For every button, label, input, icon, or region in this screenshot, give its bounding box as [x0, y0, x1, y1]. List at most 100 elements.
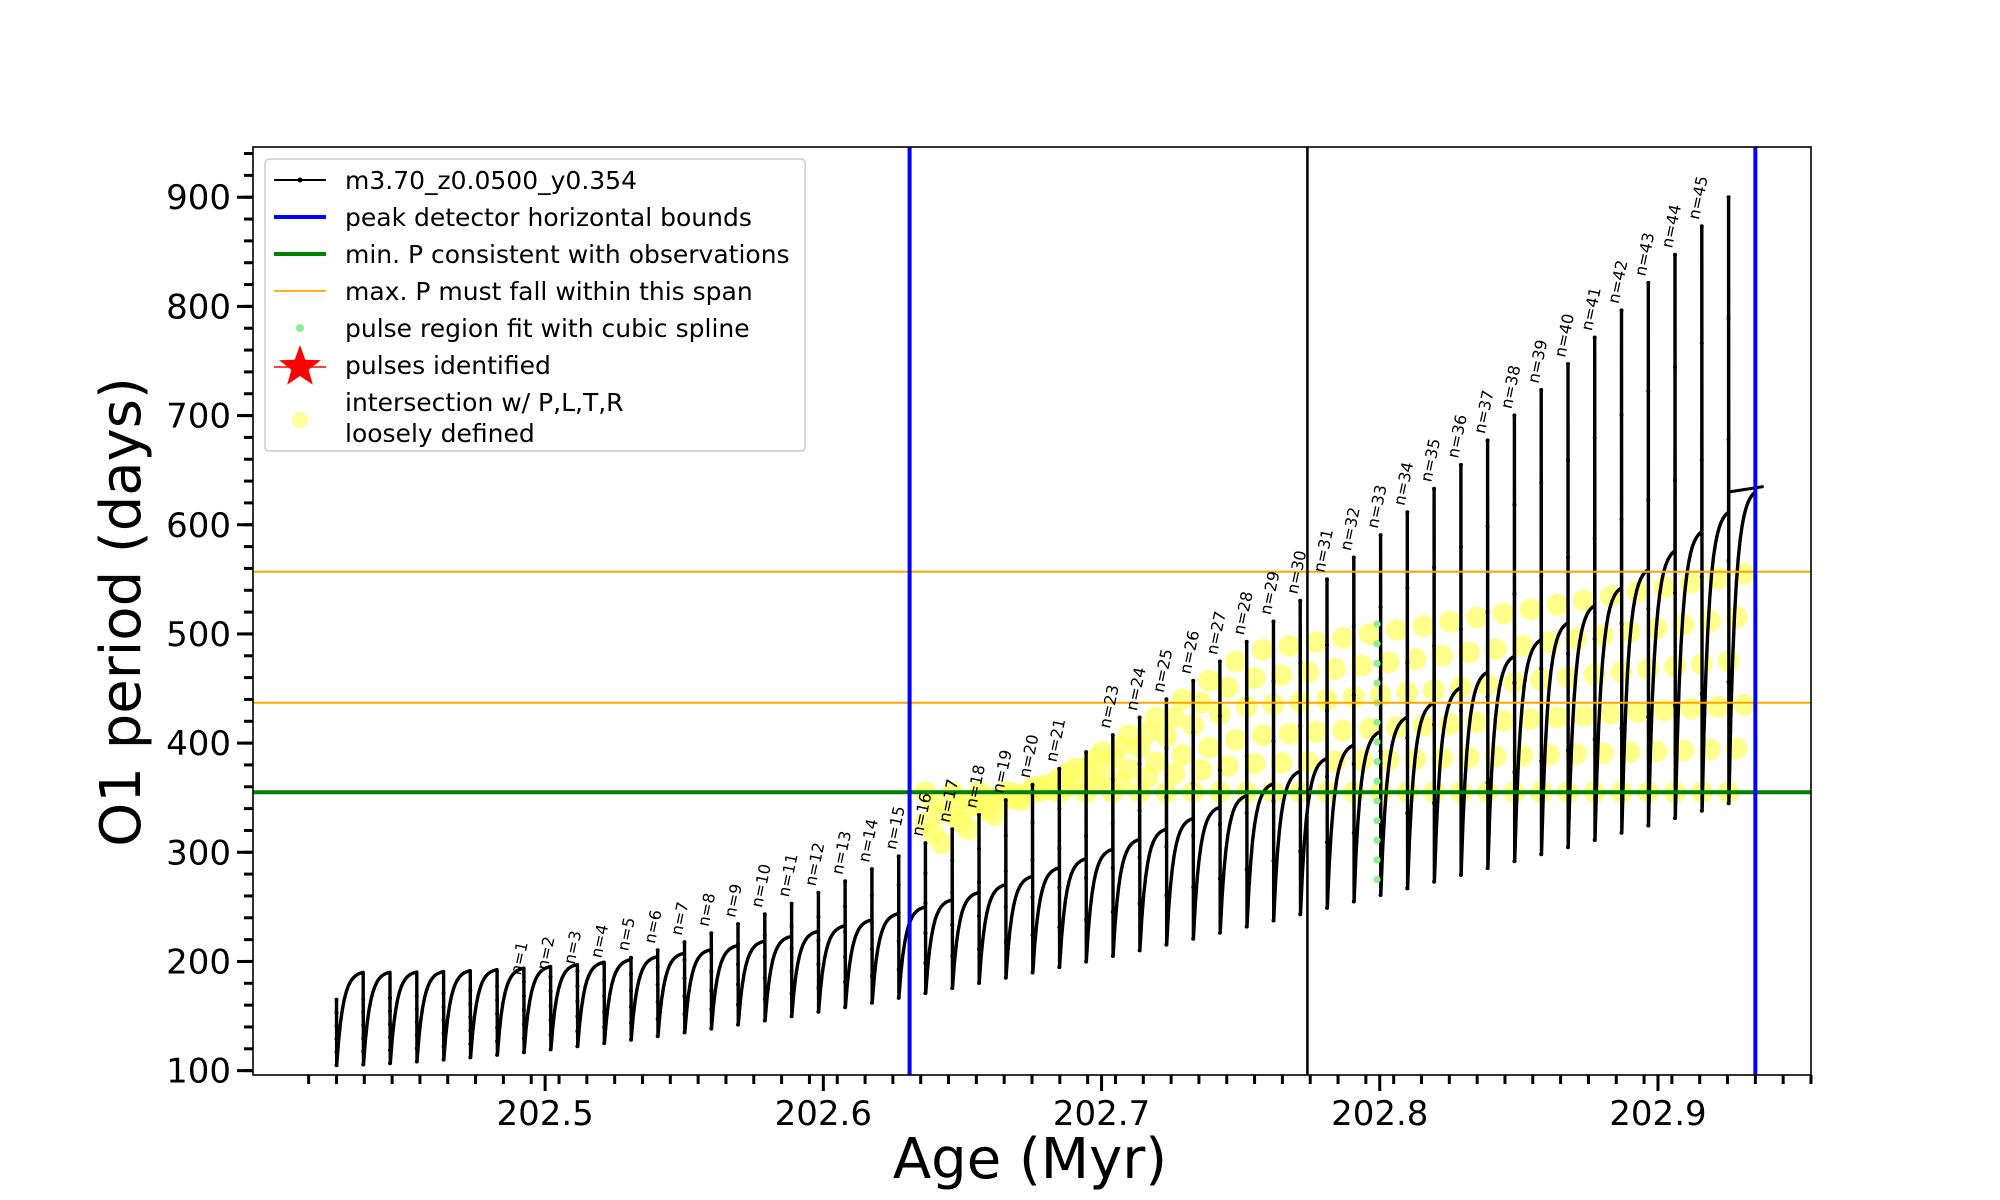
- curve-line: [334, 195, 1757, 1067]
- intersection-marker: [1251, 724, 1274, 747]
- intersection-marker: [1243, 667, 1266, 690]
- intersection-marker: [1484, 745, 1507, 768]
- legend-swatch-circle: [292, 412, 308, 428]
- legend-swatch-dot: [296, 324, 304, 332]
- legend-box: [264, 158, 806, 452]
- legend-swatch-dot: [297, 177, 303, 183]
- intersection-marker: [1163, 706, 1186, 729]
- intersection-marker: [1484, 638, 1507, 661]
- intersection-marker: [1404, 648, 1427, 671]
- x-tick-label: 202.8: [1331, 1094, 1428, 1134]
- intersection-marker: [1332, 719, 1355, 742]
- intersection-marker: [1733, 693, 1756, 716]
- intersection-marker: [1117, 758, 1140, 781]
- intersection-marker: [1492, 602, 1515, 625]
- y-tick-label: 200: [166, 942, 231, 982]
- intersection-marker: [1358, 623, 1381, 645]
- spline-point: [1373, 856, 1381, 864]
- intersection-marker: [1350, 654, 1373, 677]
- intersection-marker: [930, 832, 953, 855]
- intersection-marker: [1680, 697, 1703, 720]
- y-axis-title: O1 period (days): [89, 377, 154, 847]
- x-tick-label: 202.7: [1053, 1094, 1150, 1134]
- intersection-marker: [1492, 709, 1515, 732]
- y-tick-label: 400: [166, 724, 231, 764]
- spline-point: [1373, 679, 1381, 687]
- intersection-marker: [1546, 706, 1569, 729]
- intersection-marker: [1163, 762, 1186, 785]
- legend-label: peak detector horizontal bounds: [345, 203, 752, 232]
- intersection-marker: [1591, 624, 1614, 647]
- intersection-marker: [1270, 664, 1293, 687]
- intersection-marker: [1519, 708, 1542, 730]
- intersection-marker: [1270, 752, 1293, 774]
- intersection-marker: [1251, 638, 1274, 661]
- y-tick-label: 500: [166, 615, 231, 655]
- intersection-marker: [1332, 627, 1355, 649]
- intersection-marker: [1457, 746, 1480, 769]
- y-tick-label: 100: [166, 1052, 231, 1092]
- y-tick-label: 600: [166, 506, 231, 546]
- intersection-marker: [1377, 651, 1400, 674]
- spline-fit-points: [1373, 620, 1381, 884]
- intersection-marker: [1243, 752, 1266, 775]
- spline-point: [1373, 640, 1381, 648]
- legend-label: intersection w/ P,L,T,R: [345, 388, 624, 417]
- intersection-marker: [1573, 589, 1595, 612]
- intersection-marker: [1278, 722, 1301, 745]
- intersection-marker: [1439, 610, 1462, 633]
- intersection-marker: [984, 804, 1006, 826]
- y-tick-label: 300: [166, 833, 231, 873]
- intersection-marker: [1198, 736, 1221, 759]
- intersection-marker: [1465, 606, 1488, 629]
- y-axis: 100 200 300 400 500 600 700 800 900: [166, 152, 253, 1092]
- intersection-marker: [1599, 702, 1622, 725]
- spline-point: [1373, 718, 1381, 727]
- intersection-marker: [1225, 728, 1247, 751]
- intersection-marker: [1653, 576, 1676, 599]
- spline-point: [1373, 738, 1381, 746]
- intersection-marker: [1278, 634, 1301, 657]
- intersection-marker: [1225, 650, 1247, 673]
- curve-end: [1728, 485, 1764, 494]
- intersection-marker: [1519, 598, 1542, 621]
- legend-label: pulse region fit with cubic spline: [345, 314, 750, 343]
- intersection-marker: [957, 818, 980, 841]
- intersection-marker: [1305, 631, 1328, 653]
- intersection-marker: [1412, 614, 1435, 637]
- intersection-marker: [1725, 606, 1748, 629]
- spline-point: [1373, 817, 1381, 825]
- x-tick-label: 202.5: [496, 1094, 593, 1134]
- legend-label: pulses identified: [345, 351, 551, 380]
- intersection-marker: [1573, 704, 1595, 727]
- intersection-marker: [1198, 669, 1221, 692]
- y-tick-label: 700: [166, 397, 231, 437]
- intersection-marker: [1653, 699, 1676, 722]
- spline-point: [1373, 777, 1381, 785]
- intersection-marker: [1706, 695, 1729, 718]
- intersection-marker: [1144, 706, 1167, 729]
- reference-lines: [253, 147, 1811, 1075]
- spline-point: [1373, 876, 1381, 884]
- y-tick-label: 900: [166, 178, 231, 218]
- x-tick-label: 202.9: [1609, 1094, 1706, 1134]
- intersection-marker: [1324, 657, 1346, 680]
- intersection-marker: [1190, 758, 1213, 781]
- intersection-marker: [1385, 619, 1408, 641]
- spline-point: [1373, 797, 1381, 805]
- intersection-marker: [1511, 634, 1534, 657]
- x-axis: 202.5 202.6 202.7 202.8 202.9: [307, 1075, 1813, 1134]
- star-icon: [279, 345, 321, 385]
- intersection-marker: [1217, 755, 1239, 778]
- intersection-marker: [1431, 644, 1454, 667]
- legend-label: max. P must fall within this span: [345, 277, 753, 306]
- y-tick-label: 800: [166, 287, 231, 327]
- intersection-marker: [1217, 676, 1239, 699]
- intersection-marker: [1171, 688, 1194, 711]
- intersection-marker: [1305, 721, 1328, 744]
- x-axis-title: Age (Myr): [893, 1127, 1167, 1192]
- spline-point: [1373, 620, 1381, 628]
- intersection-marker: [1546, 593, 1569, 616]
